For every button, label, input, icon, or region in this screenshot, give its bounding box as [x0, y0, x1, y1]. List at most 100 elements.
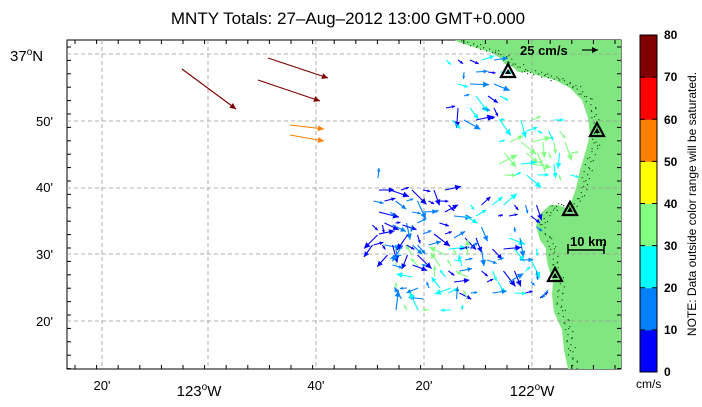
coast-dot [550, 248, 552, 250]
current-arrow [389, 189, 410, 198]
current-arrow [416, 200, 427, 220]
current-arrow [531, 163, 552, 170]
coast-dot [584, 195, 586, 197]
current-arrow [384, 222, 399, 231]
coast-dot [591, 170, 593, 172]
x-tick-label: 40' [308, 378, 325, 393]
coast-dot [572, 331, 574, 333]
coast-dot [558, 203, 560, 205]
coast-dot [572, 364, 574, 366]
current-arrow [481, 196, 491, 206]
coast-dot [517, 66, 519, 68]
current-arrow [570, 150, 579, 154]
coast-dot [572, 358, 574, 360]
current-arrow [564, 141, 573, 161]
colorbar-tick-label: 40 [664, 197, 678, 211]
coast-dot [550, 80, 552, 82]
current-arrow [381, 224, 385, 233]
coast-dot [583, 186, 585, 188]
current-arrow [376, 167, 381, 179]
current-arrow [444, 184, 462, 191]
current-arrow [453, 277, 470, 284]
current-arrow [411, 189, 427, 205]
coast-dot [590, 104, 592, 106]
current-arrow [439, 199, 449, 203]
coast-dot [508, 55, 510, 57]
coast-dot [555, 246, 557, 248]
current-arrow [267, 57, 329, 79]
current-arrow [475, 209, 487, 217]
coast-dot [576, 361, 578, 363]
current-arrow [431, 276, 441, 289]
coast-dot [541, 224, 543, 226]
coast-dot [551, 238, 553, 240]
station-marker [546, 265, 564, 283]
current-arrow [440, 308, 452, 312]
svg-text:122oW: 122oW [510, 382, 556, 400]
y-tick-label-deg: 37oN [10, 47, 43, 65]
current-arrow [464, 257, 473, 261]
coast-stipple [461, 40, 601, 369]
coast-dot [500, 54, 502, 56]
current-arrow [531, 115, 541, 121]
station-marker [561, 199, 579, 217]
current-arrow [541, 141, 547, 158]
coast-dot [527, 73, 529, 75]
current-arrow [433, 233, 451, 247]
current-arrow [470, 241, 479, 250]
coast-dot [483, 47, 485, 49]
current-arrow [465, 239, 471, 256]
coast-dot [563, 205, 565, 207]
current-arrow [491, 270, 498, 282]
coast-dot [578, 93, 580, 95]
current-arrow [462, 71, 466, 79]
coast-dot [597, 145, 599, 147]
current-arrow [537, 172, 549, 177]
coast-dot [576, 205, 578, 207]
coast-dot [514, 63, 516, 65]
current-arrow [552, 141, 558, 154]
current-arrow [410, 257, 419, 267]
coast-dot [540, 224, 542, 226]
current-arrow [515, 171, 522, 176]
coast-dot [581, 187, 583, 189]
colorbar-tick-label: 20 [664, 281, 678, 295]
colorbar-swatch [640, 287, 657, 331]
coast-dot [569, 82, 571, 84]
current-arrow [430, 252, 441, 267]
current-arrow [396, 272, 413, 278]
x-tick-label-deg: 122oW [510, 382, 556, 400]
coast-dot [549, 237, 551, 239]
current-arrow [492, 289, 507, 295]
coast-dot [564, 323, 566, 325]
coast-dot [511, 65, 513, 67]
current-arrow [394, 290, 401, 311]
coast-dot [568, 320, 570, 322]
coast-dot [585, 180, 587, 182]
coast-dot [576, 360, 578, 362]
current-arrow [378, 229, 395, 235]
coast-dot [582, 91, 584, 93]
coast-dot [523, 64, 525, 66]
coast-dot [562, 78, 564, 80]
coast-dot [556, 76, 558, 78]
coast-dot [587, 174, 589, 176]
current-arrow [394, 282, 398, 289]
coast-dot [563, 286, 565, 288]
coast-dot [489, 48, 491, 50]
coast-dot [550, 212, 552, 214]
coast-dot [544, 222, 546, 224]
coast-dot [580, 86, 582, 88]
current-arrow [559, 130, 566, 139]
coast-dot [574, 347, 576, 349]
svg-text:10 km: 10 km [570, 234, 607, 249]
coast-dot [470, 45, 472, 47]
coast-dot [591, 98, 593, 100]
current-arrow [389, 211, 395, 217]
current-arrow [460, 304, 464, 311]
radar-stations [499, 61, 606, 283]
current-arrow [530, 215, 541, 224]
coast-dot [575, 85, 577, 87]
current-arrow [493, 83, 511, 92]
coast-dot [588, 167, 590, 169]
